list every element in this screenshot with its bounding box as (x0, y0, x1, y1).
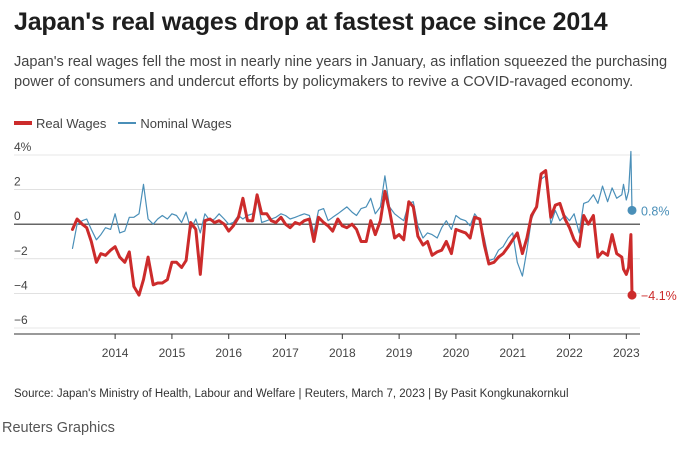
chart-title: Japan's real wages drop at fastest pace … (14, 8, 608, 36)
real-wages-line (71, 169, 634, 297)
nominal-wages-end-marker (627, 205, 637, 215)
source-note: Source: Japan's Ministry of Health, Labo… (14, 388, 569, 400)
nominal-wages-line (71, 150, 633, 277)
legend-label-real-wages: Real Wages (36, 115, 107, 131)
x-tick-label: 2015 (159, 346, 186, 360)
credit-note: Reuters Graphics (2, 420, 115, 436)
legend-swatch-nominal-wages (118, 122, 137, 124)
x-tick-label: 2014 (102, 346, 129, 360)
legend-swatch-real-wages (14, 121, 32, 125)
y-tick-label: 4% (14, 140, 32, 154)
real-wages-end-label: −4.1% (641, 289, 677, 303)
x-tick-label: 2016 (215, 346, 242, 360)
x-tick-label: 2021 (499, 346, 526, 360)
chart-subtitle: Japan's real wages fell the most in near… (14, 54, 668, 90)
y-tick-label: 0 (14, 209, 21, 223)
x-tick-label: 2020 (443, 346, 470, 360)
legend-label-nominal-wages: Nominal Wages (140, 115, 232, 131)
legend-item-real-wages: Real Wages (14, 116, 106, 131)
chart-legend: Real Wages Nominal Wages (14, 114, 244, 132)
y-tick-label: 2 (14, 175, 21, 189)
y-tick-label: −2 (14, 244, 28, 258)
line-chart: 4% 2 0 −2 −4 −6 2014 2015 2016 2017 2018 2019 2020 20… (14, 140, 677, 360)
x-tick-label: 2022 (556, 346, 583, 360)
y-tick-label: −6 (14, 313, 28, 327)
nominal-wages-end-label: 0.8% (641, 204, 670, 218)
legend-item-nominal-wages: Nominal Wages (118, 115, 232, 131)
y-tick-label: −4 (14, 278, 28, 292)
x-tick-label: 2019 (386, 346, 413, 360)
x-tick-label: 2023 (613, 346, 640, 360)
real-wages-end-marker (627, 290, 637, 300)
x-tick-label: 2018 (329, 346, 356, 360)
x-tick-label: 2017 (272, 346, 299, 360)
